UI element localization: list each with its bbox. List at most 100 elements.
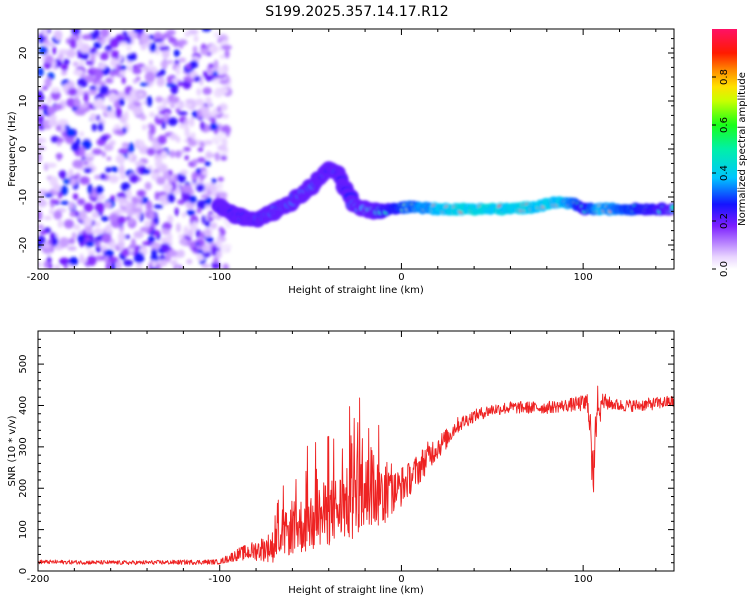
noise-blob [140,43,147,51]
noise-blob [219,79,229,85]
noise-blob [47,95,52,105]
snr-x-tick-label: 0 [398,574,404,585]
noise-blob [208,63,215,69]
noise-blob [104,201,112,209]
noise-blob [63,58,70,66]
noise-blob [128,247,135,254]
noise-blob [38,110,42,117]
noise-blob [213,256,219,264]
noise-blob [93,29,100,39]
noise-blob [175,265,181,269]
noise-blob [183,146,191,152]
noise-blob [58,257,70,266]
colorbar-tick-label: 0.0 [719,261,730,277]
noise-blob [160,150,168,159]
noise-blob [156,76,165,87]
noise-blob [137,140,145,148]
snr-frame [37,330,675,572]
noise-blob [88,47,98,54]
noise-blob [58,170,67,179]
noise-blob [133,252,145,264]
noise-blob [91,211,99,219]
heatmap-y-tick-label: -10 [18,189,29,205]
noise-blob [148,59,153,66]
noise-blob [51,236,59,247]
noise-blob [205,75,214,82]
noise-blob [175,107,181,113]
snr-x-tick-label: -100 [208,574,231,585]
noise-blob [179,41,184,49]
colorbar-tick-label: 0.4 [719,165,730,181]
noise-blob [87,249,95,256]
noise-blob [141,168,151,175]
noise-blob [53,210,63,220]
noise-blob [108,140,116,146]
noise-blob [155,96,164,103]
noise-blob [225,220,232,229]
noise-blob [83,160,89,166]
noise-blob [68,237,76,245]
noise-blob [218,226,224,233]
noise-blob [57,219,64,228]
noise-blob [205,97,211,103]
noise-blob [178,123,189,129]
noise-blob [185,98,196,104]
noise-blob [180,169,188,175]
noise-blob [162,171,170,180]
noise-blob [124,234,131,239]
heatmap-signal-layer [211,161,674,228]
noise-blob [166,82,176,87]
noise-blob [193,35,199,43]
noise-blob [118,148,129,155]
snr-y-tick-label: 0 [18,568,29,574]
noise-blob [161,121,166,130]
noise-blob [79,146,86,158]
noise-blob [133,230,144,239]
heatmap-y-tick-label: -20 [18,237,29,253]
noise-blob [46,162,57,168]
noise-blob [147,236,156,243]
noise-blob [153,204,164,209]
noise-blob [128,142,135,154]
noise-blob [72,159,84,169]
noise-blob [202,70,208,78]
noise-blob [93,41,102,49]
noise-blob [53,264,61,269]
noise-blob [186,258,193,265]
noise-blob [201,263,211,269]
noise-blob [118,98,125,107]
noise-blob [94,174,102,180]
noise-blob [196,88,202,96]
noise-blob [154,191,160,201]
noise-blob [126,189,132,201]
noise-blob [195,183,205,192]
noise-blob [112,167,119,173]
noise-blob [205,203,213,209]
noise-blob [127,151,134,162]
noise-blob [203,139,213,146]
noise-blob [201,215,206,225]
noise-blob [217,191,228,199]
noise-blob [184,131,191,138]
noise-blob [131,238,136,250]
noise-blob [139,226,150,232]
noise-blob [97,122,104,132]
noise-blob [90,113,97,122]
noise-blob [65,128,77,138]
noise-blob [79,51,90,60]
noise-blob [91,123,97,132]
noise-blob [186,78,195,83]
noise-blob [53,103,63,111]
noise-blob [100,135,109,142]
noise-blob [211,178,217,184]
noise-blob [133,29,144,34]
noise-blob [221,113,229,119]
noise-blob [205,197,213,206]
noise-blob [212,70,219,77]
noise-blob [220,44,232,51]
noise-blob [132,208,143,213]
colorbar-tick-label: 0.8 [719,69,730,85]
noise-blob [66,38,71,45]
noise-blob [38,114,44,124]
